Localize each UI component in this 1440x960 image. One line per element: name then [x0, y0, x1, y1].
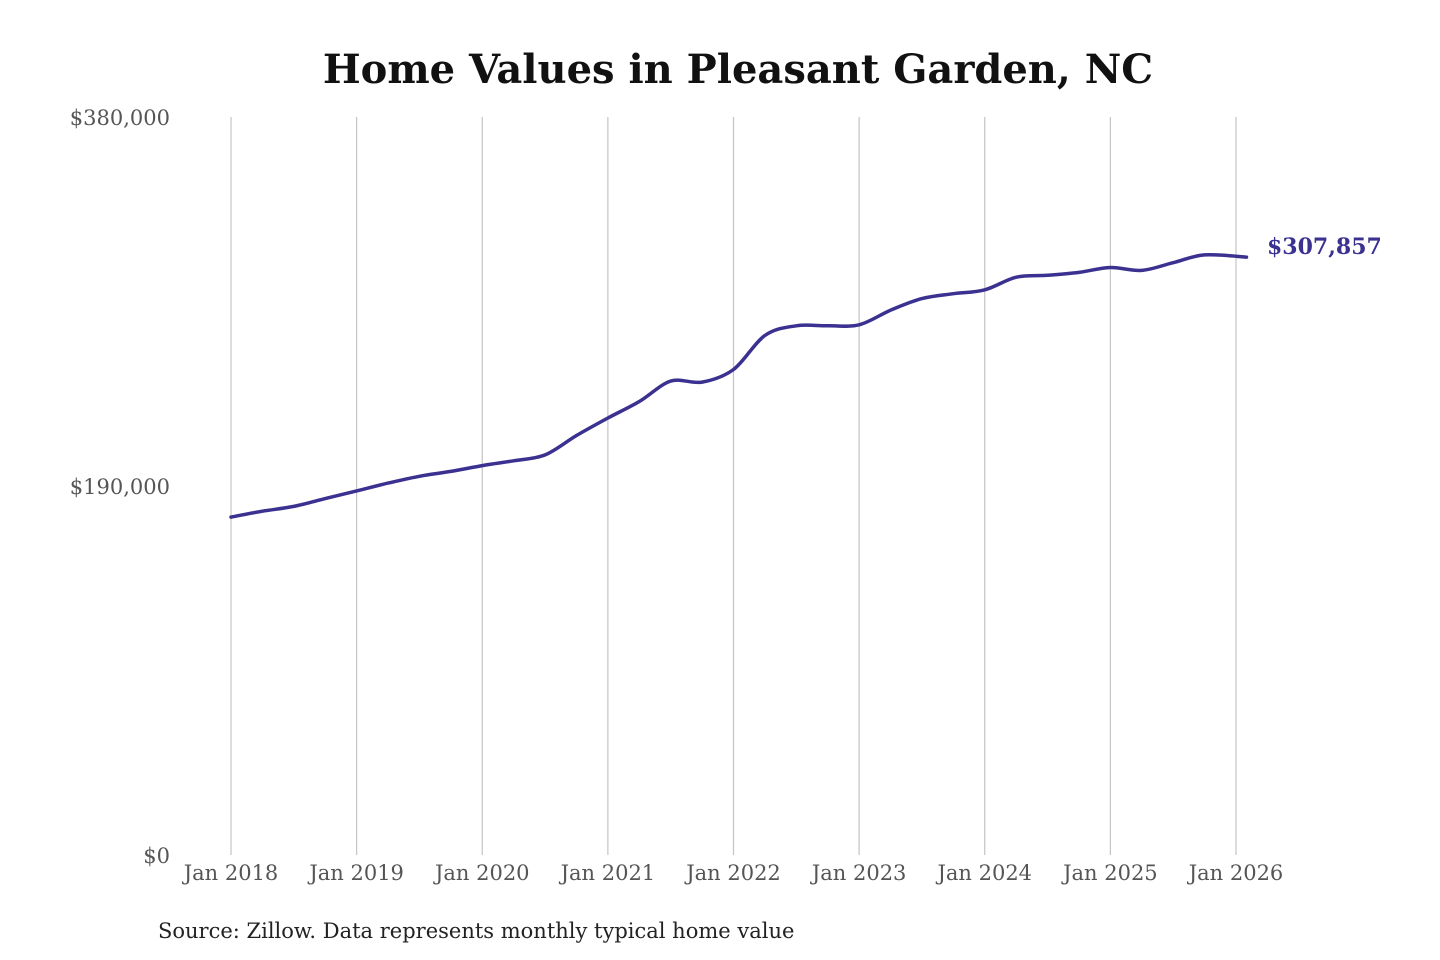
chart-title: Home Values in Pleasant Garden, NC [323, 46, 1153, 93]
y-tick-label: $380,000 [70, 106, 170, 130]
x-tick-label: Jan 2020 [433, 861, 530, 885]
x-tick-label: Jan 2018 [182, 861, 279, 885]
source-note: Source: Zillow. Data represents monthly … [158, 919, 794, 943]
y-tick-label: $0 [143, 844, 170, 868]
x-tick-label: Jan 2026 [1187, 861, 1284, 885]
latest-value-label: $307,857 [1267, 234, 1382, 260]
x-tick-label: Jan 2024 [935, 861, 1032, 885]
series-group [229, 252, 1249, 519]
x-tick-label: Jan 2025 [1061, 861, 1158, 885]
x-tick-label: Jan 2023 [810, 861, 907, 885]
x-tick-label: Jan 2021 [559, 861, 656, 885]
vertical-gridlines [230, 117, 1237, 855]
y-axis-labels: $0 $190,000 $380,000 [70, 106, 170, 868]
x-axis-labels: Jan 2018 Jan 2019 Jan 2020 Jan 2021 Jan 2022… [182, 861, 1284, 885]
y-tick-label: $190,000 [70, 475, 170, 499]
home-value-line-0 [229, 252, 1249, 519]
x-tick-label: Jan 2022 [684, 861, 781, 885]
x-tick-label: Jan 2019 [307, 861, 404, 885]
